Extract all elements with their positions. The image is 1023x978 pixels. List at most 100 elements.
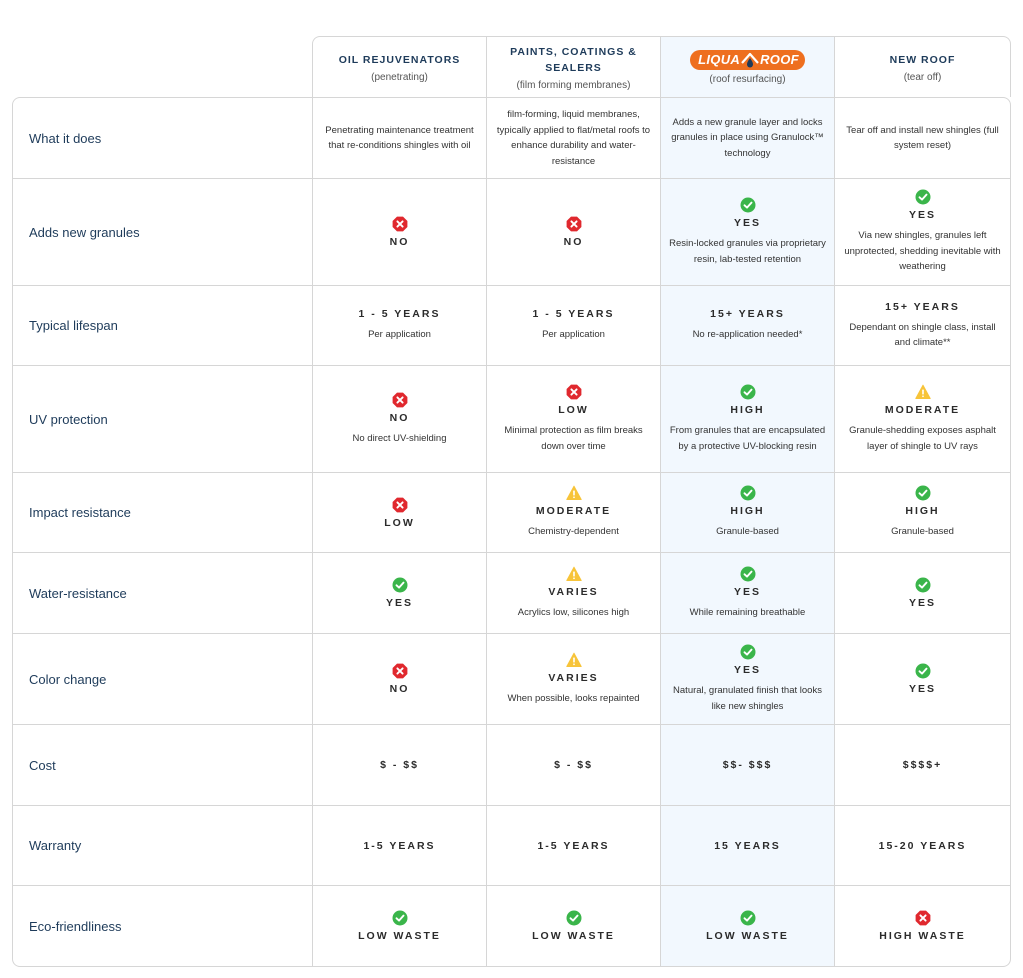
table-cell-liquaroof: LOW WASTE (661, 886, 835, 966)
column-header-paints-coatings: PAINTS, COATINGS & SEALERS (film forming… (486, 36, 660, 97)
cross-icon (915, 910, 931, 926)
table-cell-new-roof: HIGH WASTE (835, 886, 1010, 966)
status-text: 15 YEARS (714, 839, 781, 852)
status-text: LOW WASTE (358, 930, 441, 942)
cell-description: Resin-locked granules via proprietary re… (669, 238, 826, 265)
table-cell-oil-rejuvenators: 1 - 5 YEARS Per application (313, 286, 487, 365)
check-icon (740, 910, 756, 926)
table-row: Adds new granules NO NO YES Resin-locked gra… (13, 178, 1010, 285)
check-icon (915, 577, 931, 593)
cell-description: Adds a new granule layer and locks granu… (671, 116, 824, 159)
status-text: $$- $$$ (722, 759, 773, 771)
cell-description: Chemistry-dependent (528, 526, 619, 538)
table-cell-liquaroof: HIGH Granule-based (661, 473, 835, 552)
status-text: LOW WASTE (706, 930, 789, 942)
row-label: Water-resistance (13, 553, 313, 633)
table-cell-oil-rejuvenators: Penetrating maintenance treatment that r… (313, 98, 487, 178)
table-cell-paints-coatings: film-forming, liquid membranes, typicall… (487, 98, 661, 178)
table-cell-oil-rejuvenators: YES (313, 553, 487, 633)
table-cell-liquaroof: $$- $$$ (661, 725, 835, 805)
table-row: Impact resistance LOW MODERATE Chemistry-de… (13, 472, 1010, 552)
cell-description: Per application (368, 329, 431, 341)
table-cell-oil-rejuvenators: NO (313, 179, 487, 285)
table-cell-new-roof: HIGH Granule-based (835, 473, 1010, 552)
status-text: 1-5 YEARS (537, 839, 610, 852)
warning-icon (914, 384, 931, 400)
status-text: 15+ YEARS (885, 300, 960, 313)
status-text: YES (733, 585, 761, 598)
row-label: Adds new granules (13, 179, 313, 285)
table-cell-paints-coatings: 1 - 5 YEARS Per application (487, 286, 661, 365)
cross-icon (392, 497, 408, 513)
table-cell-oil-rejuvenators: LOW (313, 473, 487, 552)
row-label: Warranty (13, 806, 313, 885)
table-cell-paints-coatings: VARIES Acrylics low, silicones high (487, 553, 661, 633)
liquaroof-logo: LIQUA ROOF (690, 49, 805, 70)
status-text: 15+ YEARS (710, 308, 785, 321)
row-label: Cost (13, 725, 313, 805)
table-header: OIL REJUVENATORS (penetrating) PAINTS, C… (12, 36, 1011, 97)
row-label: UV protection (13, 366, 313, 472)
cell-description: No direct UV-shielding (352, 432, 447, 444)
table-cell-new-roof: MODERATE Granule-shedding exposes asphalt… (835, 366, 1010, 472)
column-title: PAINTS, COATINGS & SEALERS (510, 45, 637, 74)
check-icon (915, 189, 931, 205)
table-cell-oil-rejuvenators: NO No direct UV-shielding (313, 366, 487, 472)
status-text: HIGH WASTE (879, 930, 966, 942)
table-cell-oil-rejuvenators: 1-5 YEARS (313, 806, 487, 885)
status-text: NO (389, 236, 410, 248)
table-row: Water-resistance YES VARIES Acrylics low, s… (13, 552, 1010, 633)
cross-icon (392, 392, 408, 408)
table-row: Warranty 1-5 YEARS 1-5 YEARS 15 YEARS 15-20 … (13, 805, 1010, 885)
cell-description: While remaining breathable (689, 606, 806, 618)
cell-description: Penetrating maintenance treatment that r… (325, 124, 474, 152)
cross-icon (392, 216, 408, 232)
table-cell-new-roof: $$$$+ (835, 725, 1010, 805)
status-text: YES (733, 217, 761, 229)
status-text: NO (389, 411, 410, 424)
table-cell-liquaroof: 15+ YEARS No re-application needed* (661, 286, 835, 365)
cell-description: Acrylics low, silicones high (517, 606, 630, 618)
status-text: YES (733, 664, 761, 676)
row-label: Color change (13, 634, 313, 724)
status-text: YES (908, 597, 936, 609)
table-cell-liquaroof: HIGH From granules that are encapsulated … (661, 366, 835, 472)
status-text: NO (563, 236, 584, 248)
table-cell-paints-coatings: NO (487, 179, 661, 285)
row-label: Eco-friendliness (13, 886, 313, 966)
table-row: Eco-friendliness LOW WASTE LOW WASTE LOW WA… (13, 885, 1010, 966)
status-text: YES (908, 209, 936, 222)
table-cell-new-roof: YES Via new shingles, granules left unpro… (835, 179, 1010, 285)
status-text: VARIES (548, 671, 599, 684)
row-label: Typical lifespan (13, 286, 313, 365)
status-text: MODERATE (535, 505, 612, 518)
table-cell-new-roof: 15+ YEARS Dependant on shingle class, ins… (835, 286, 1010, 365)
cross-icon (566, 384, 582, 400)
status-text: HIGH (730, 505, 765, 518)
check-icon (392, 577, 408, 593)
check-icon (740, 485, 756, 501)
table-cell-paints-coatings: $ - $$ (487, 725, 661, 805)
table-cell-paints-coatings: 1-5 YEARS (487, 806, 661, 885)
check-icon (392, 910, 408, 926)
column-header-new-roof: NEW ROOF (tear off) (834, 36, 1011, 97)
cell-description: No re-application needed* (692, 329, 803, 341)
column-subtitle: (roof resurfacing) (709, 73, 786, 85)
table-cell-oil-rejuvenators: $ - $$ (313, 725, 487, 805)
column-subtitle: (tear off) (903, 71, 942, 83)
check-icon (915, 485, 931, 501)
check-icon (740, 384, 756, 400)
table-cell-paints-coatings: VARIES When possible, looks repainted (487, 634, 661, 724)
row-label: Impact resistance (13, 473, 313, 552)
status-text: LOW (558, 404, 589, 416)
check-icon (740, 197, 756, 213)
status-text: $ - $$ (554, 759, 593, 771)
comparison-table: OIL REJUVENATORS (penetrating) PAINTS, C… (12, 36, 1011, 967)
column-subtitle: (film forming membranes) (516, 79, 631, 91)
status-text: LOW (384, 516, 415, 529)
warning-icon (565, 485, 582, 501)
warning-icon (565, 652, 582, 668)
table-row: Typical lifespan 1 - 5 YEARS Per applicati… (13, 285, 1010, 365)
table-cell-oil-rejuvenators: NO (313, 634, 487, 724)
table-cell-liquaroof: YES While remaining breathable (661, 553, 835, 633)
